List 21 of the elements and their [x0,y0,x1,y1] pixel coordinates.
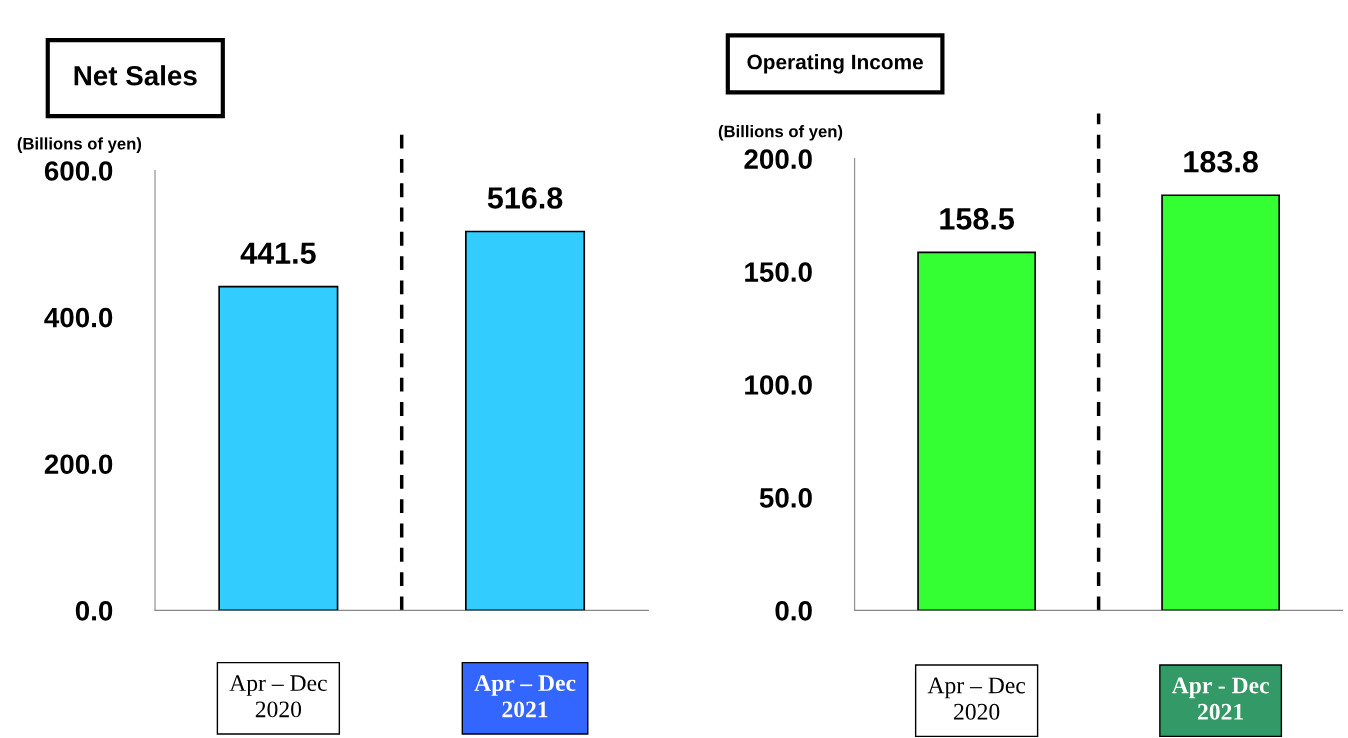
y-tick-label: 200.0 [44,454,113,475]
data-label: 183.8 [1184,150,1258,173]
data-label: 516.8 [487,187,563,209]
chart-title: Net Sales [74,65,197,86]
x-tick-label: Apr – Dec 2020 [229,675,327,718]
data-label: 441.5 [240,242,316,264]
data-label: 158.5 [940,208,1015,230]
chart-title: Operating Income [747,54,923,74]
y-tick-label: 0.0 [75,600,113,621]
y-tick-label: 100.0 [745,375,812,395]
y-tick-label: 50.0 [759,488,812,508]
x-tick-label: Apr – Dec 2021 [474,675,576,718]
y-tick-label: 400.0 [44,307,113,328]
x-tick-label: Apr - Dec 2021 [1171,677,1269,720]
y-tick-label: 600.0 [44,161,113,181]
y-tick-label: 0.0 [775,600,812,621]
y-axis-title: (Billions of yen) [718,125,843,141]
x-tick-label: Apr – Dec 2020 [927,677,1026,720]
y-tick-label: 150.0 [745,262,812,282]
y-axis-title: (Billions of yen) [17,137,142,153]
y-tick-label: 200.0 [744,149,812,170]
